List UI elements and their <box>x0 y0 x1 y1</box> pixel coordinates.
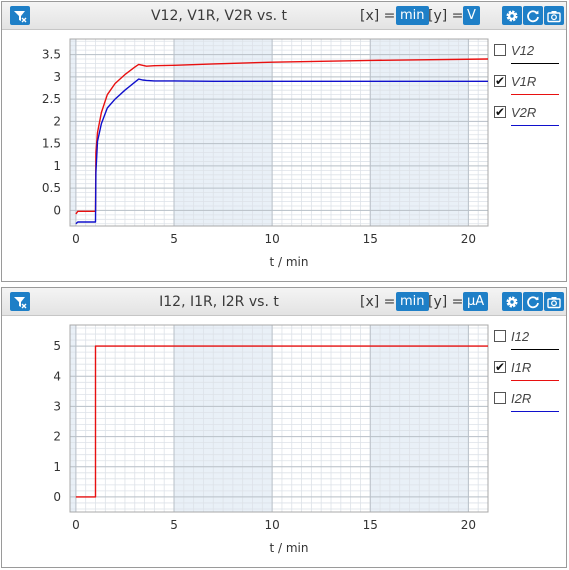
x-tick-label: 20 <box>461 232 476 246</box>
y-tick-label: 5 <box>53 339 61 353</box>
x-tick-label: 15 <box>363 232 378 246</box>
x-tick-label: 5 <box>170 232 178 246</box>
camera-icon <box>547 296 561 308</box>
x-tick-label: 10 <box>264 518 279 532</box>
legend-checkbox[interactable]: ✔ <box>494 360 506 374</box>
legend-item-i12[interactable]: I12 <box>494 328 562 358</box>
x-unit-label: [x] = <box>360 294 396 310</box>
x-unit-label: [x] = <box>360 8 396 24</box>
legend-swatch <box>511 380 559 381</box>
y-tick-label: 2 <box>53 114 61 128</box>
reset-zoom-button[interactable] <box>10 6 30 25</box>
series-line-v2r <box>75 78 488 225</box>
legend-checkbox[interactable] <box>494 330 506 342</box>
chart-title: I12, I1R, I2R vs. t <box>159 294 279 310</box>
legend-item-v12[interactable]: V12 <box>494 42 562 72</box>
x-unit-selector[interactable]: min <box>396 6 429 25</box>
y-unit-label: [y] = <box>428 294 464 310</box>
chart-panel-voltage: V12, V1R, V2R vs. t [x] = min [y] = V 0 5 10 15 2… <box>1 1 567 282</box>
reset-zoom-icon <box>14 10 27 22</box>
settings-button[interactable] <box>502 292 522 311</box>
legend-swatch <box>511 63 559 64</box>
refresh-button[interactable] <box>523 6 543 25</box>
panel-header: I12, I1R, I2R vs. t [x] = min [y] = μA <box>2 288 566 316</box>
legend-label: V1R <box>511 74 537 89</box>
x-tick-label: 20 <box>461 518 476 532</box>
y-tick-label: 0 <box>53 203 61 217</box>
legend-swatch <box>511 125 559 126</box>
x-tick-label: 0 <box>72 232 80 246</box>
y-tick-label: 1 <box>53 159 61 173</box>
y-tick-label: 3 <box>53 70 61 84</box>
settings-button[interactable] <box>502 6 522 25</box>
legend-checkbox[interactable]: ✔ <box>494 105 506 119</box>
refresh-icon <box>527 9 539 22</box>
plot-frame <box>69 38 489 227</box>
legend-label: I1R <box>511 360 532 375</box>
legend-item-i2r[interactable]: I2R <box>494 390 562 420</box>
gear-icon <box>506 296 518 307</box>
y-tick-label: 3 <box>53 399 61 413</box>
reset-zoom-icon <box>14 296 27 308</box>
legend-item-v2r[interactable]: ✔ V2R <box>494 104 562 134</box>
x-tick-label: 5 <box>170 518 178 532</box>
legend-swatch <box>511 94 559 95</box>
plot-area[interactable]: 0 5 10 15 20 0 1 2 3 4 5 t / min <box>2 316 568 568</box>
camera-icon <box>547 10 561 22</box>
y-tick-label: 1.5 <box>42 137 61 151</box>
y-tick-label: 4 <box>53 369 61 383</box>
legend-swatch <box>511 349 559 350</box>
legend-label: V2R <box>511 105 537 120</box>
y-unit-selector[interactable]: μA <box>463 292 489 311</box>
legend-label: V12 <box>511 43 535 58</box>
export-image-button[interactable] <box>544 292 564 311</box>
export-image-button[interactable] <box>544 6 564 25</box>
x-axis-label: t / min <box>269 255 308 269</box>
plot-frame <box>69 324 489 513</box>
chart-panel-current: I12, I1R, I2R vs. t [x] = min [y] = μA 0 5 10 15… <box>1 287 567 568</box>
x-unit-selector[interactable]: min <box>396 292 429 311</box>
legend-swatch <box>511 411 559 412</box>
plot-band <box>70 39 76 226</box>
y-unit-label: [y] = <box>428 8 464 24</box>
y-tick-label: 0.5 <box>42 181 61 195</box>
y-tick-label: 0 <box>53 490 61 504</box>
legend-item-i1r[interactable]: ✔ I1R <box>494 359 562 389</box>
y-tick-label: 2 <box>53 430 61 444</box>
y-tick-label: 3.5 <box>42 48 61 62</box>
x-tick-label: 0 <box>72 518 80 532</box>
y-tick-label: 1 <box>53 460 61 474</box>
legend-checkbox[interactable] <box>494 44 506 56</box>
legend-item-v1r[interactable]: ✔ V1R <box>494 73 562 103</box>
refresh-button[interactable] <box>523 292 543 311</box>
panel-header: V12, V1R, V2R vs. t [x] = min [y] = V <box>2 2 566 30</box>
legend-checkbox[interactable]: ✔ <box>494 74 506 88</box>
legend-checkbox[interactable] <box>494 392 506 404</box>
x-axis-label: t / min <box>269 541 308 555</box>
legend-label: I12 <box>511 329 530 344</box>
reset-zoom-button[interactable] <box>10 292 30 311</box>
plot-area[interactable]: 0 5 10 15 20 0 0.5 1 1.5 2 2.5 3 3.5 t / min <box>2 30 568 282</box>
refresh-icon <box>527 295 539 308</box>
gear-icon <box>506 10 518 21</box>
x-tick-label: 10 <box>264 232 279 246</box>
chart-title: V12, V1R, V2R vs. t <box>150 8 288 24</box>
x-tick-label: 15 <box>363 518 378 532</box>
y-unit-selector[interactable]: V <box>463 6 480 25</box>
series-line-i1r <box>75 345 488 498</box>
legend-label: I2R <box>511 391 532 406</box>
y-tick-label: 2.5 <box>42 92 61 106</box>
